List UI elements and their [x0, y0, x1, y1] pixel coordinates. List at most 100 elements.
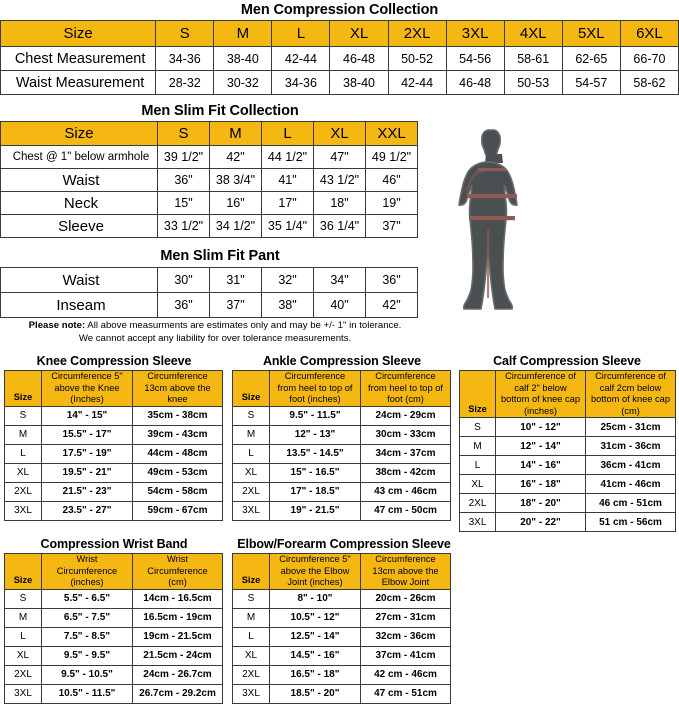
column-header: Size — [0, 20, 157, 47]
slim-fit-pant-table: Waist 30" 31" 32" 34" 36" Inseam 36" 37" 38" 40" 42… — [0, 267, 418, 318]
table-header-row: Size S M L XL 2XL 3XL 4XL 5XL 6XL — [0, 20, 679, 47]
inches-cell: 19.5" - 21" — [41, 462, 133, 483]
note-line-1: All above measurments are estimates only… — [85, 320, 402, 331]
column-header: Wrist Circumference (cm) — [132, 553, 223, 590]
table-row: M 6.5" - 7.5" 16.5cm - 19cm — [4, 607, 223, 628]
size-cell: M — [4, 424, 42, 445]
measurement-cell: 50-53 — [503, 70, 563, 95]
measurement-cell: 34-36 — [271, 70, 331, 95]
size-cell: XL — [232, 645, 270, 666]
table-row: XL 16" - 18" 41cm - 46cm — [459, 474, 676, 494]
measurement-cell: 36" — [157, 168, 210, 192]
column-header: S — [155, 20, 215, 47]
inches-cell: 12.5" - 14" — [269, 626, 361, 647]
size-column-header: Size — [4, 553, 42, 590]
cm-cell: 34cm - 37cm — [360, 443, 451, 464]
measurement-cell: 31" — [209, 267, 262, 293]
size-column-header: Size — [232, 370, 270, 407]
measurement-cell: 54-57 — [561, 70, 621, 95]
cm-cell: 46 cm - 51cm — [585, 493, 676, 513]
table-row: XL 15" - 16.5" 38cm - 42cm — [232, 462, 451, 483]
inches-cell: 12" - 13" — [269, 424, 361, 445]
table-row: Sleeve 33 1/2" 34 1/2" 35 1/4" 36 1/4" 37" — [0, 214, 418, 238]
table-header-row: Size Wrist Circumference (inches) Wrist Circu… — [4, 553, 223, 590]
cm-cell: 30cm - 33cm — [360, 424, 451, 445]
measurement-cell: 47" — [313, 145, 366, 169]
inches-cell: 9.5" - 11.5" — [269, 405, 361, 426]
column-header: Circumference of calf 2cm below bottom of … — [585, 370, 676, 418]
inches-cell: 8" - 10" — [269, 588, 361, 609]
inches-cell: 12" - 14" — [495, 436, 586, 456]
size-cell: 2XL — [4, 481, 42, 502]
cm-cell: 44cm - 48cm — [132, 443, 223, 464]
calf-sleeve-table: Size Circumference of calf 2" below bottom … — [459, 370, 676, 532]
cm-cell: 42 cm - 46cm — [360, 664, 451, 685]
column-header: XL — [329, 20, 389, 47]
measurement-cell: 35 1/4" — [261, 214, 314, 238]
table-row: M 12" - 13" 30cm - 33cm — [232, 424, 451, 445]
table-row: XL 14.5" - 16" 37cm - 41cm — [232, 645, 451, 666]
inches-cell: 18.5" - 20" — [269, 683, 361, 704]
measurement-cell: 43 1/2" — [313, 168, 366, 192]
slim-fit-pant-title: Men Slim Fit Pant — [160, 248, 280, 264]
size-column-header: Size — [4, 370, 42, 407]
table-row: 2XL 16.5" - 18" 42 cm - 46cm — [232, 664, 451, 685]
measurement-cell: 49 1/2" — [365, 145, 418, 169]
inches-cell: 20" - 22" — [495, 512, 586, 532]
measurement-cell: 28-32 — [155, 70, 215, 95]
elbow-sleeve-table: Size Circumference 5" above the Elbow Joint… — [232, 553, 451, 704]
table-header-row: Size Circumference 5" above the Knee (Inche… — [4, 370, 223, 407]
measurement-cell: 41" — [261, 168, 314, 192]
measurement-cell: 36" — [365, 267, 418, 293]
measurement-cell: 39 1/2" — [157, 145, 210, 169]
table-header-row: Size Circumference of calf 2" below bottom … — [459, 370, 676, 418]
cm-cell: 51 cm - 56cm — [585, 512, 676, 532]
table-row: L 12.5" - 14" 32cm - 36cm — [232, 626, 451, 647]
row-label: Waist — [0, 168, 158, 192]
size-cell: M — [4, 607, 42, 628]
wrist-band-title: Compression Wrist Band — [40, 537, 188, 551]
measurement-cell: 44 1/2" — [261, 145, 314, 169]
inches-cell: 13.5" - 14.5" — [269, 443, 361, 464]
knee-sleeve-table: Size Circumference 5" above the Knee (Inche… — [4, 370, 223, 521]
wrist-band-table: Size Wrist Circumference (inches) Wrist Circu… — [4, 553, 223, 704]
column-header: 3XL — [445, 20, 505, 47]
cm-cell: 47 cm - 51cm — [360, 683, 451, 704]
compression-collection-table: Size S M L XL 2XL 3XL 4XL 5XL 6XL Chest Measuremen… — [0, 20, 679, 95]
elbow-sleeve-title: Elbow/Forearm Compression Sleeve — [237, 537, 451, 551]
chest-band — [467, 194, 517, 199]
table-row: 3XL 18.5" - 20" 47 cm - 51cm — [232, 683, 451, 704]
size-cell: L — [232, 626, 270, 647]
column-header: Circumference 13cm above the knee — [132, 370, 223, 407]
table-row: 2XL 21.5" - 23" 54cm - 58cm — [4, 481, 223, 502]
measurement-cell: 30" — [157, 267, 210, 293]
measurement-cell: 37" — [365, 214, 418, 238]
table-header-row: Size Circumference 5" above the Elbow Joint… — [232, 553, 451, 590]
column-header: L — [271, 20, 331, 47]
size-cell: 3XL — [232, 683, 270, 704]
measurement-cell: 38-40 — [329, 70, 389, 95]
cm-cell: 27cm - 31cm — [360, 607, 451, 628]
neck-band — [478, 168, 506, 172]
column-header: S — [157, 121, 210, 146]
table-row: 2XL 9.5" - 10.5" 24cm - 26.7cm — [4, 664, 223, 685]
inches-cell: 16.5" - 18" — [269, 664, 361, 685]
note-lead: Please note: — [28, 320, 86, 331]
cm-cell: 36cm - 41cm — [585, 455, 676, 475]
table-row: S 14" - 15" 35cm - 38cm — [4, 405, 223, 426]
cm-cell: 25cm - 31cm — [585, 417, 676, 437]
slim-fit-collection-table: Size S M L XL XXL Chest @ 1" below armhole 39 1… — [0, 121, 418, 238]
measurement-cell: 62-65 — [561, 46, 621, 71]
size-cell: XL — [4, 645, 42, 666]
table-row: Waist 36" 38 3/4" 41" 43 1/2" 46" — [0, 168, 418, 192]
size-column-header: Size — [459, 370, 496, 418]
cm-cell: 49cm - 53cm — [132, 462, 223, 483]
cm-cell: 21.5cm - 24cm — [132, 645, 223, 666]
table-row: XL 19.5" - 21" 49cm - 53cm — [4, 462, 223, 483]
column-header: Wrist Circumference (inches) — [41, 553, 133, 590]
measurement-cell: 40" — [313, 292, 366, 318]
size-cell: XL — [459, 474, 496, 494]
waist-band — [469, 216, 515, 221]
ankle-sleeve-title: Ankle Compression Sleeve — [262, 354, 422, 368]
size-cell: L — [232, 443, 270, 464]
